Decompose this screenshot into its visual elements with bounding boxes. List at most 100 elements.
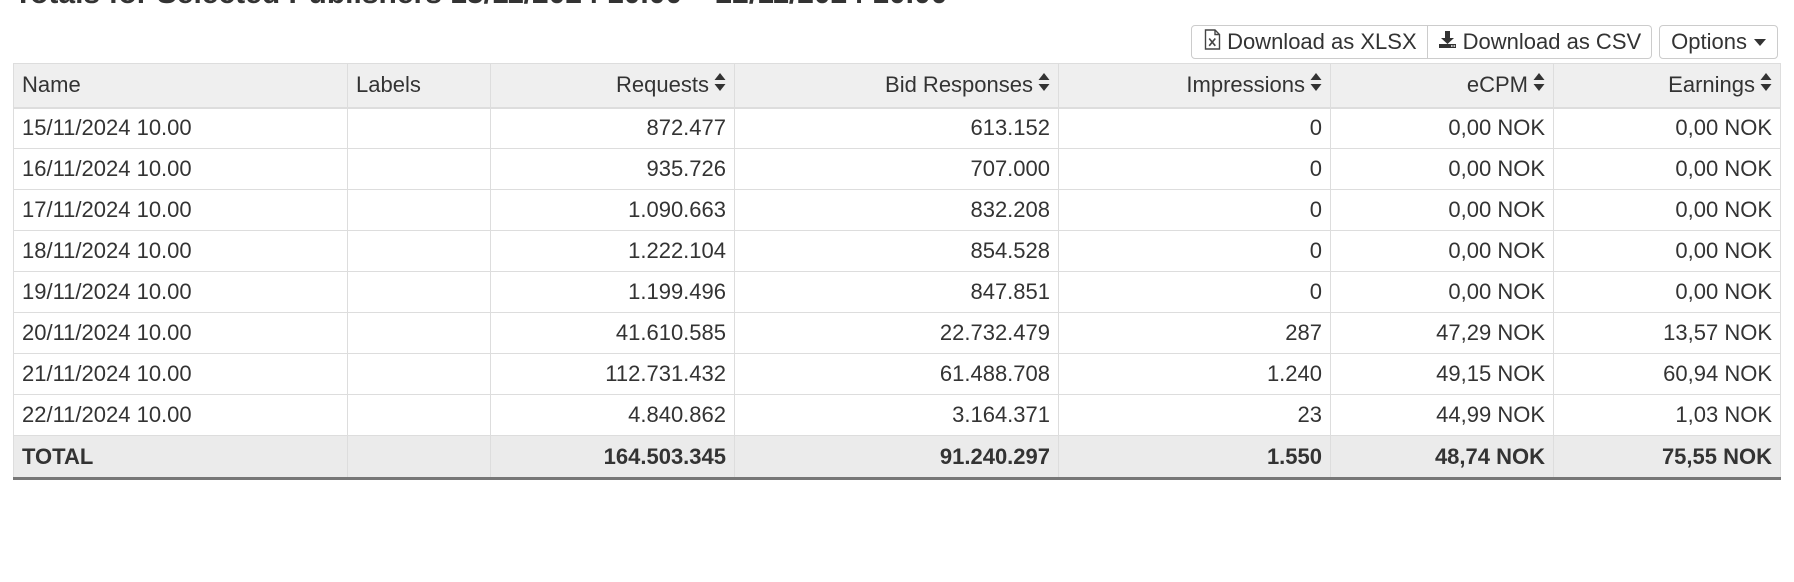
download-csv-label: Download as CSV [1462,29,1642,54]
header-name-label: Name [22,72,81,98]
table-row: 15/11/2024 10.00 872.477 613.152 0 0,00 … [13,107,1781,149]
cell-name: 18/11/2024 10.00 [13,230,348,272]
cell-ecpm: 0,00 NOK [1330,107,1554,149]
cell-labels [347,230,491,272]
header-bid-responses-label: Bid Responses [885,71,1033,97]
download-xlsx-label: Download as XLSX [1227,29,1417,54]
table-total-row: TOTAL 164.503.345 91.240.297 1.550 48,74… [13,435,1781,480]
cell-ecpm: 0,00 NOK [1330,271,1554,313]
total-bid-responses: 91.240.297 [734,435,1059,480]
sort-icon[interactable] [1760,72,1772,98]
cell-earnings: 0,00 NOK [1553,107,1781,149]
table-row: 17/11/2024 10.00 1.090.663 832.208 0 0,0… [13,189,1781,231]
table-row: 18/11/2024 10.00 1.222.104 854.528 0 0,0… [13,230,1781,272]
options-label: Options [1671,29,1747,54]
cell-ecpm: 0,00 NOK [1330,189,1554,231]
report-table: Name Labels Requests Bid Responses Impre… [13,63,1781,480]
header-ecpm-label: eCPM [1466,71,1528,97]
header-labels: Labels [347,63,491,109]
cell-labels [347,148,491,190]
cell-earnings: 0,00 NOK [1553,271,1781,313]
table-row: 16/11/2024 10.00 935.726 707.000 0 0,00 … [13,148,1781,190]
cell-bid-responses: 61.488.708 [734,353,1059,395]
cell-impressions: 0 [1058,230,1331,272]
options-button[interactable]: Options [1659,25,1778,59]
cell-earnings: 13,57 NOK [1553,312,1781,354]
cell-impressions: 0 [1058,148,1331,190]
cell-requests: 1.222.104 [490,230,735,272]
cell-impressions: 1.240 [1058,353,1331,395]
cell-earnings: 0,00 NOK [1553,148,1781,190]
cell-labels [347,394,491,436]
download-csv-button[interactable]: Download as CSV [1427,25,1653,59]
cell-name: 15/11/2024 10.00 [13,107,348,149]
cell-ecpm: 44,99 NOK [1330,394,1554,436]
cell-labels [347,271,491,313]
file-excel-icon [1204,28,1227,56]
download-icon [1438,29,1463,55]
total-earnings: 75,55 NOK [1553,435,1781,480]
cell-impressions: 0 [1058,107,1331,149]
sort-icon[interactable] [714,72,726,98]
cell-bid-responses: 613.152 [734,107,1059,149]
cell-name: 22/11/2024 10.00 [13,394,348,436]
cell-bid-responses: 847.851 [734,271,1059,313]
total-ecpm: 48,74 NOK [1330,435,1554,480]
cell-name: 20/11/2024 10.00 [13,312,348,354]
table-row: 21/11/2024 10.00 112.731.432 61.488.708 … [13,353,1781,395]
page-title: Totals for Selected Publishers 15/11/202… [14,0,947,10]
cell-requests: 112.731.432 [490,353,735,395]
cell-name: 16/11/2024 10.00 [13,148,348,190]
table-row: 19/11/2024 10.00 1.199.496 847.851 0 0,0… [13,271,1781,313]
total-requests: 164.503.345 [490,435,735,480]
header-labels-label: Labels [356,72,421,98]
header-name: Name [13,63,348,109]
cell-ecpm: 0,00 NOK [1330,230,1554,272]
header-bid-responses[interactable]: Bid Responses [734,63,1059,109]
cell-impressions: 23 [1058,394,1331,436]
header-earnings[interactable]: Earnings [1553,63,1781,109]
table-row: 20/11/2024 10.00 41.610.585 22.732.479 2… [13,312,1781,354]
cell-impressions: 287 [1058,312,1331,354]
cell-earnings: 60,94 NOK [1553,353,1781,395]
sort-icon[interactable] [1038,72,1050,98]
header-requests-label: Requests [616,71,709,97]
cell-bid-responses: 3.164.371 [734,394,1059,436]
cell-bid-responses: 854.528 [734,230,1059,272]
cell-ecpm: 49,15 NOK [1330,353,1554,395]
cell-impressions: 0 [1058,271,1331,313]
cell-name: 17/11/2024 10.00 [13,189,348,231]
total-labels [347,435,491,480]
table-header-row: Name Labels Requests Bid Responses Impre… [13,63,1781,109]
cell-requests: 935.726 [490,148,735,190]
cell-labels [347,312,491,354]
cell-earnings: 1,03 NOK [1553,394,1781,436]
sort-icon[interactable] [1533,72,1545,98]
total-name: TOTAL [13,435,348,480]
cell-requests: 1.090.663 [490,189,735,231]
download-xlsx-button[interactable]: Download as XLSX [1191,25,1428,59]
cell-labels [347,353,491,395]
toolbar: Download as XLSX Download as CSV Options [1191,25,1778,59]
cell-labels [347,107,491,149]
cell-bid-responses: 22.732.479 [734,312,1059,354]
cell-ecpm: 0,00 NOK [1330,148,1554,190]
cell-earnings: 0,00 NOK [1553,230,1781,272]
caret-down-icon [1754,38,1766,46]
cell-requests: 41.610.585 [490,312,735,354]
cell-requests: 4.840.862 [490,394,735,436]
sort-icon[interactable] [1310,72,1322,98]
cell-name: 19/11/2024 10.00 [13,271,348,313]
download-button-group: Download as XLSX Download as CSV [1191,25,1653,59]
header-requests[interactable]: Requests [490,63,735,109]
header-ecpm[interactable]: eCPM [1330,63,1554,109]
table-row: 22/11/2024 10.00 4.840.862 3.164.371 23 … [13,394,1781,436]
cell-bid-responses: 707.000 [734,148,1059,190]
cell-impressions: 0 [1058,189,1331,231]
header-impressions[interactable]: Impressions [1058,63,1331,109]
cell-name: 21/11/2024 10.00 [13,353,348,395]
cell-labels [347,189,491,231]
header-earnings-label: Earnings [1668,71,1755,97]
header-impressions-label: Impressions [1186,71,1305,97]
cell-bid-responses: 832.208 [734,189,1059,231]
